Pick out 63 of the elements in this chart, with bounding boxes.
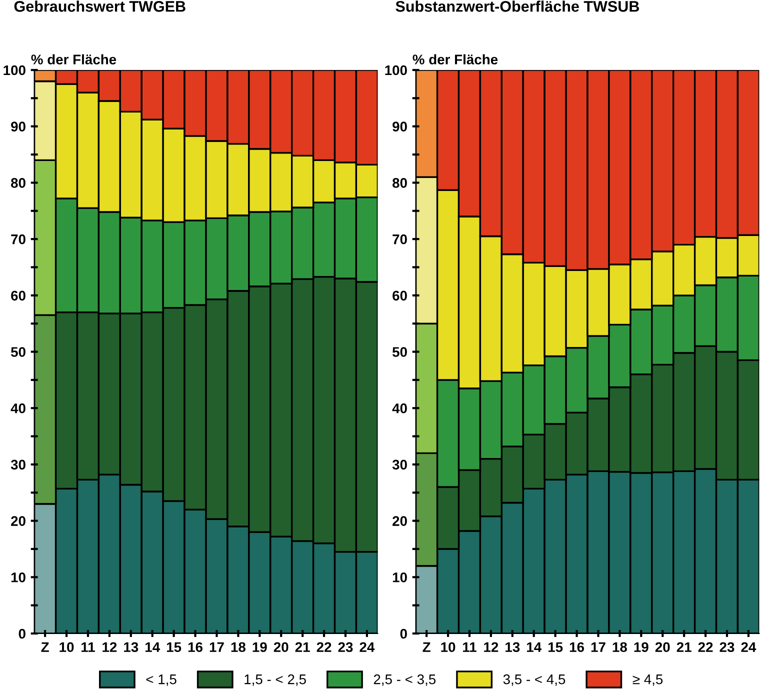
y-tick-label: 10 [392,572,407,582]
x-tick-label: 12 [484,642,498,652]
x-tick-label: 10 [441,642,456,652]
y-tick-label: 60 [392,290,407,301]
y-axis-title: % der Fläche [412,54,498,64]
legend-label: 1,5 - < 2,5 [244,674,306,686]
y-tick-label: 50 [392,347,407,357]
y-tick-label: 90 [392,122,407,132]
y-tick-label: 30 [392,460,407,470]
x-tick-label: 11 [82,642,95,652]
y-tick-label: 0 [400,628,407,639]
x-tick-label: Z [41,642,49,652]
y-tick-label: 10 [11,572,26,582]
x-tick-label: 21 [295,642,310,652]
x-tick-label: 10 [60,642,74,652]
x-tick-label: 22 [316,642,332,652]
y-tick-label: 60 [11,290,26,301]
x-tick-label: 18 [231,642,246,652]
x-tick-label: 23 [720,642,734,652]
y-tick-label: 0 [18,628,26,639]
chart-title: Gebrauchswert TWGEB [14,0,186,12]
x-tick-label: 15 [548,642,563,652]
legend-label: 2,5 - < 3,5 [374,674,436,686]
y-tick-label: 70 [392,234,407,244]
x-tick-label: 17 [591,642,606,652]
x-tick-label: 16 [570,642,584,652]
chart-title: Substanzwert-Oberfläche TWSUB [396,0,640,12]
x-tick-label: 11 [463,642,476,652]
y-tick-label: 20 [392,516,407,526]
x-tick-label: 13 [506,642,520,652]
x-tick-label: 22 [698,642,713,652]
x-tick-label: 15 [166,642,182,652]
y-tick-label: 70 [11,234,26,244]
x-tick-label: 20 [655,642,670,652]
x-tick-label: 24 [360,642,375,652]
legend-label: < 1,5 [146,674,176,686]
y-tick-label: 100 [385,65,407,76]
x-tick-label: 19 [634,642,648,652]
x-tick-label: 14 [527,642,542,652]
x-tick-label: 19 [252,642,267,652]
x-tick-label: 23 [338,642,353,652]
x-tick-label: 24 [741,642,756,652]
y-tick-label: 90 [11,122,26,132]
y-tick-label: 40 [10,403,26,414]
x-tick-label: 13 [124,642,138,652]
y-tick-label: 30 [10,460,26,470]
y-axis-title: % der Fläche [31,54,116,64]
y-tick-label: 80 [392,178,407,188]
x-tick-label: 21 [676,642,692,652]
x-tick-label: Z [422,642,430,652]
legend-label: ≥ 4,5 [632,674,663,686]
x-tick-label: 16 [188,642,203,652]
y-tick-label: 20 [11,516,26,526]
x-tick-label: 12 [102,642,117,652]
x-tick-label: 18 [612,642,627,652]
legend-label: 3,5 - < 4,5 [503,674,566,686]
y-tick-label: 100 [4,65,26,76]
y-tick-label: 80 [10,178,26,188]
x-tick-label: 14 [146,642,160,652]
y-tick-label: 40 [392,403,407,414]
x-tick-label: 20 [274,642,288,652]
y-tick-label: 50 [10,347,26,357]
x-tick-label: 17 [210,642,224,652]
